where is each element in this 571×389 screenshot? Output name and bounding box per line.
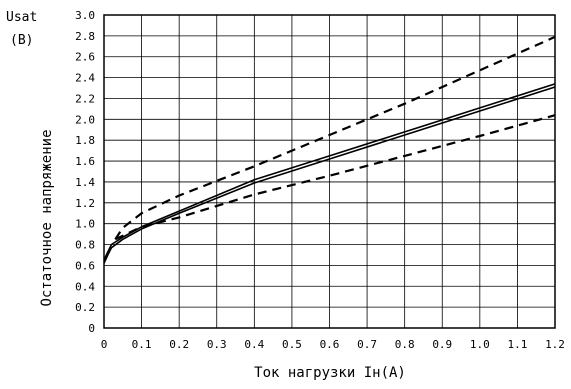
y-tick-label: 1.8 bbox=[75, 134, 95, 147]
y-tick-label: 2.0 bbox=[75, 113, 95, 126]
y-tick-label: 2.8 bbox=[75, 30, 95, 43]
x-tick-label: 0.3 bbox=[207, 338, 227, 351]
x-tick-label: 0.4 bbox=[244, 338, 264, 351]
y-tick-label: 0.8 bbox=[75, 239, 95, 252]
y-tick-label: 0 bbox=[88, 322, 95, 335]
y-unit-bottom: (В) bbox=[10, 33, 33, 48]
x-tick-label: 0.7 bbox=[357, 338, 377, 351]
y-unit-top: Usat bbox=[6, 10, 37, 25]
y-tick-label: 0.4 bbox=[75, 280, 95, 293]
plot-frame bbox=[103, 14, 556, 329]
x-axis-label: Ток нагрузки Iн(А) bbox=[254, 365, 406, 381]
x-tick-label: 0.6 bbox=[320, 338, 340, 351]
y-axis-label: Остаточное напряжение bbox=[39, 129, 55, 306]
y-tick-label: 1.6 bbox=[75, 155, 95, 168]
x-tick-label: 0 bbox=[101, 338, 108, 351]
x-tick-label: 1.2 bbox=[545, 338, 565, 351]
x-tick-label: 1.0 bbox=[470, 338, 490, 351]
x-tick-label: 0.1 bbox=[132, 338, 152, 351]
y-tick-label: 2.4 bbox=[75, 72, 95, 85]
y-tick-label: 1.2 bbox=[75, 197, 95, 210]
y-tick-label: 1.0 bbox=[75, 218, 95, 231]
y-tick-label: 0.2 bbox=[75, 301, 95, 314]
y-tick-label: 2.6 bbox=[75, 51, 95, 64]
series-line-4 bbox=[114, 114, 556, 241]
y-tick-label: 3.0 bbox=[75, 9, 95, 22]
x-tick-label: 0.5 bbox=[282, 338, 302, 351]
grid bbox=[103, 14, 556, 329]
y-tick-label: 2.2 bbox=[75, 92, 95, 105]
series-line-3 bbox=[103, 83, 556, 261]
x-tick-label: 0.8 bbox=[395, 338, 415, 351]
x-tick-labels: 0 0.1 0.2 0.3 0.4 0.5 0.6 0.7 0.8 0.9 1.0 1.1 1.2 bbox=[101, 338, 565, 351]
x-tick-label: 0.2 bbox=[169, 338, 189, 351]
x-tick-label: 1.1 bbox=[507, 338, 527, 351]
series-line-2 bbox=[103, 86, 556, 264]
y-tick-label: 0.6 bbox=[75, 259, 95, 272]
y-tick-label: 1.4 bbox=[75, 176, 95, 189]
series-line-1 bbox=[114, 35, 556, 240]
x-tick-label: 0.9 bbox=[432, 338, 452, 351]
y-tick-labels: 0 0.2 0.4 0.6 0.8 1.0 1.2 1.4 1.6 1.8 2.0 2.2 2.4 2.6… bbox=[75, 9, 95, 335]
series-group bbox=[103, 35, 556, 264]
